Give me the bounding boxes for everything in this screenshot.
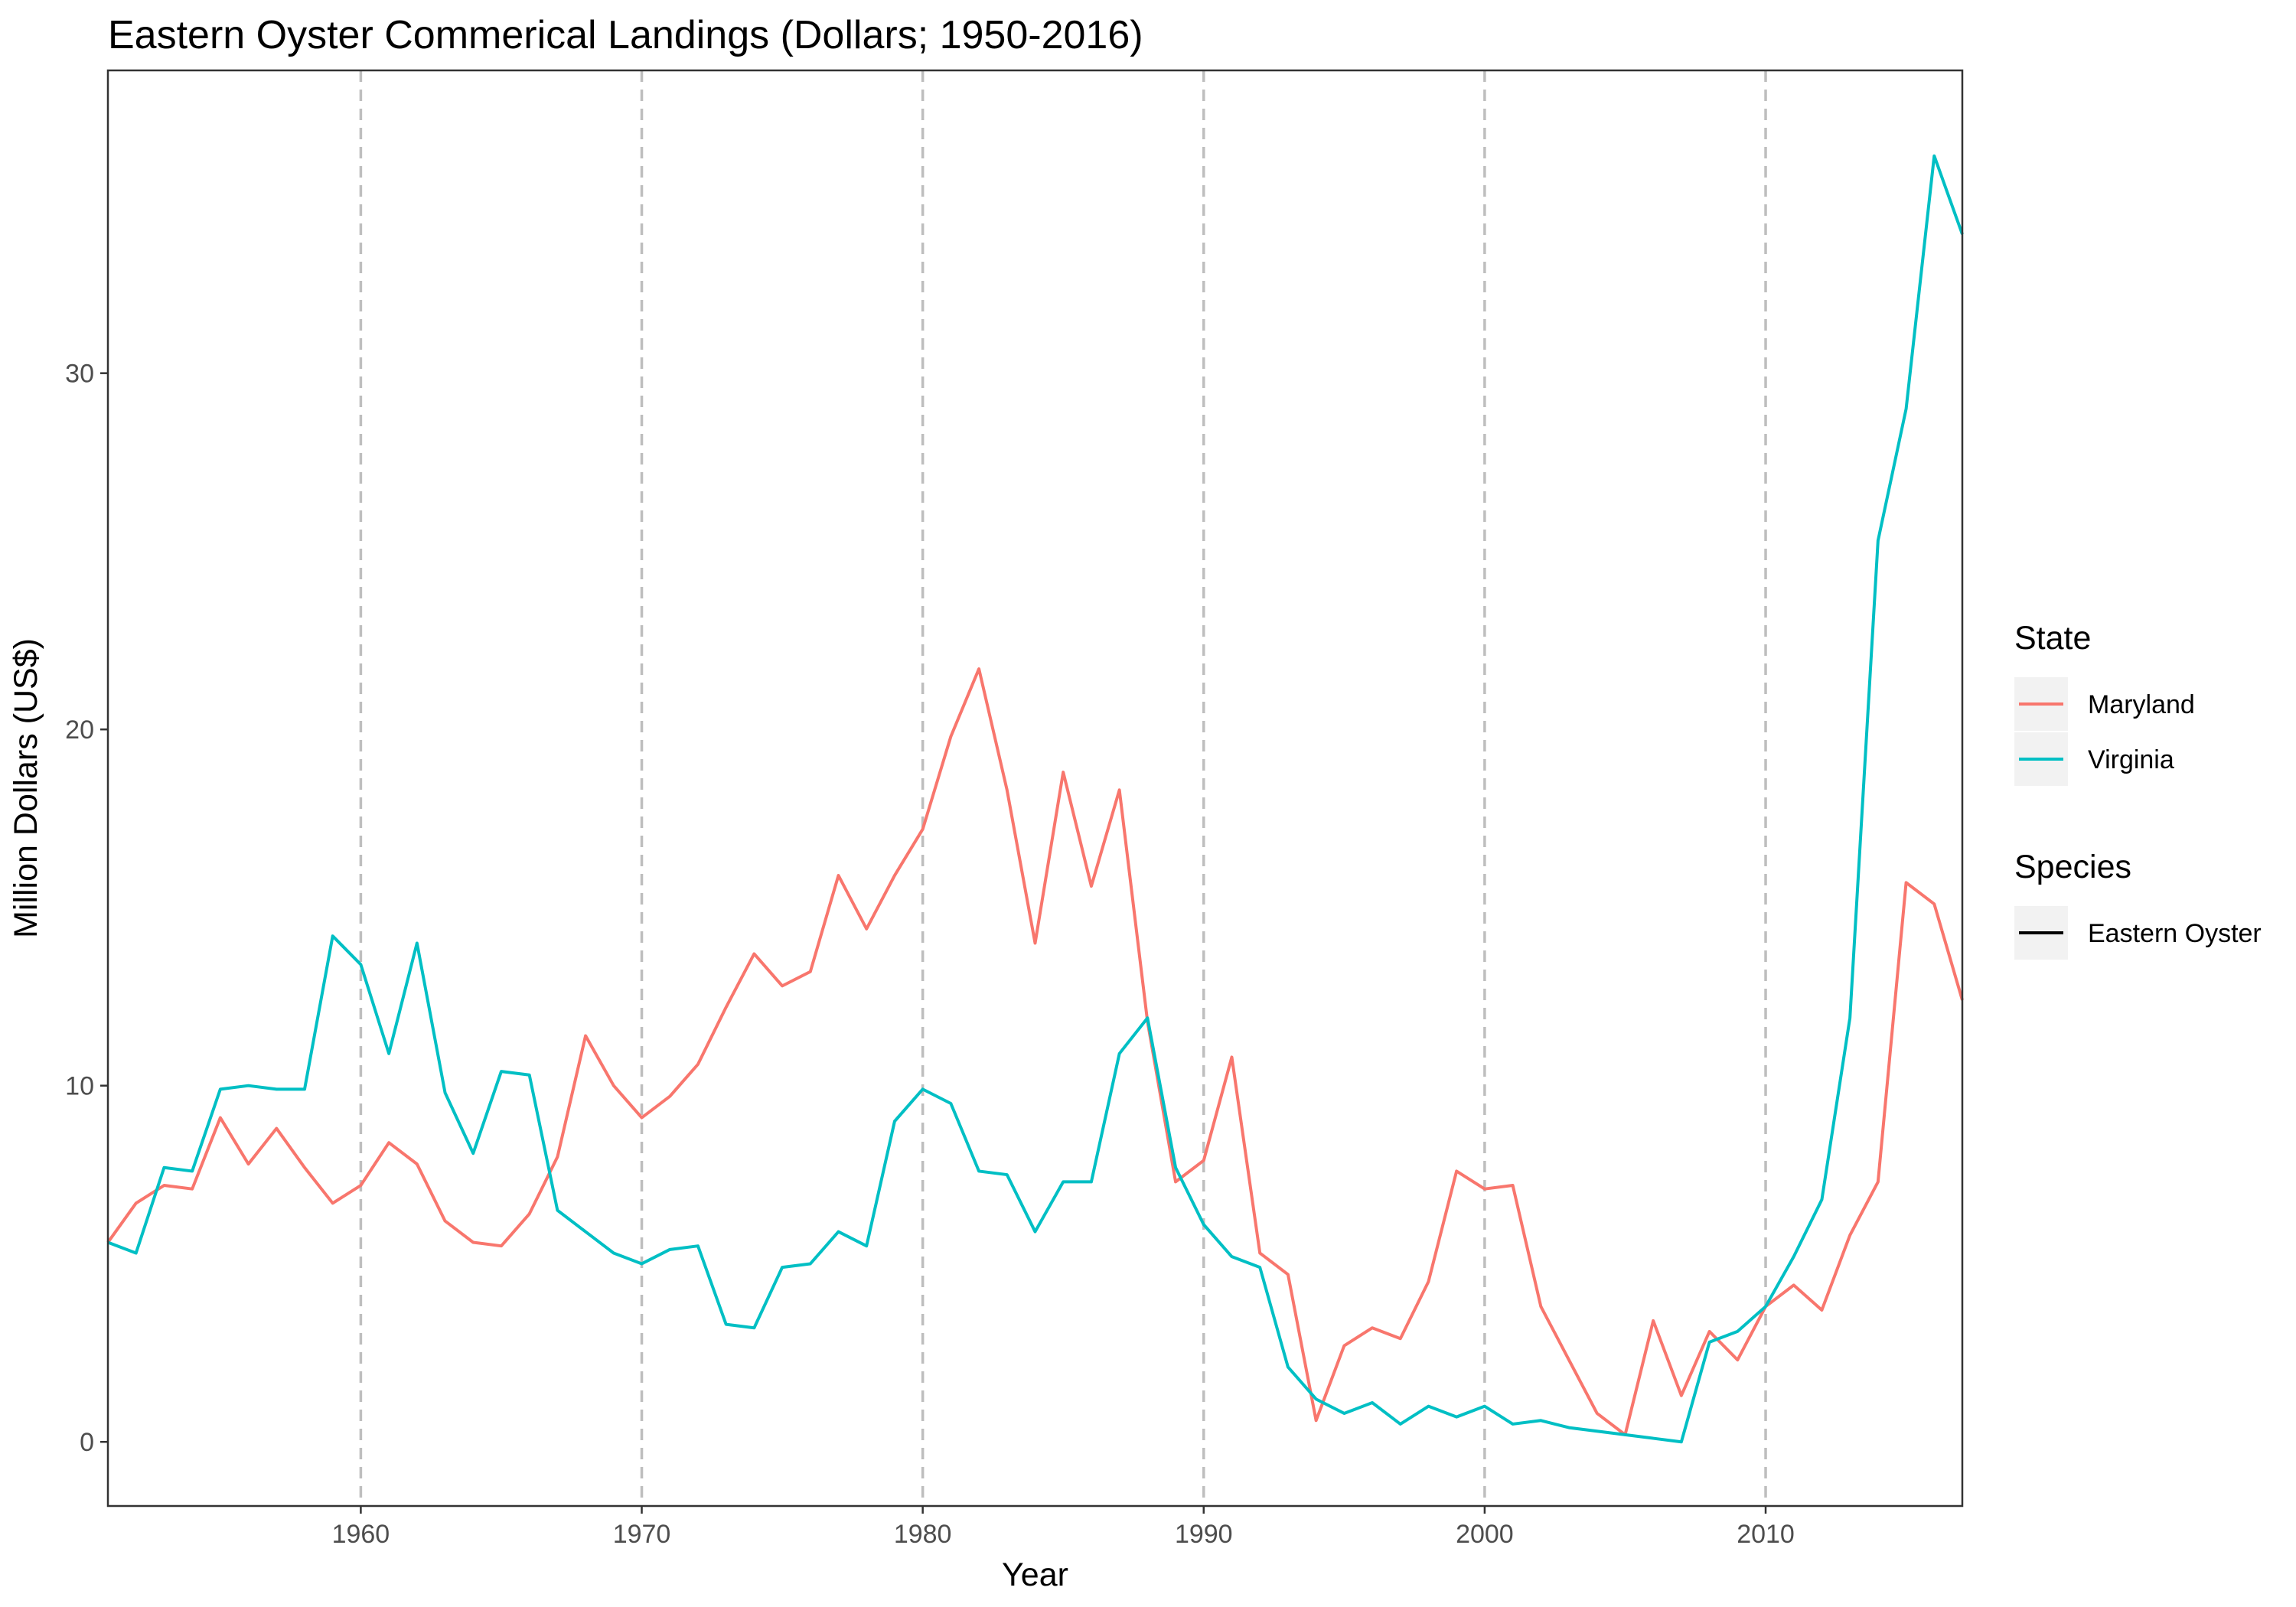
- y-tick-label-10: 10: [65, 1072, 94, 1101]
- y-tick-label-20: 20: [65, 715, 94, 745]
- legend-label-eastern-oyster: Eastern Oyster: [2088, 919, 2262, 948]
- x-tick-label-1980: 1980: [894, 1520, 952, 1549]
- y-tick-label-30: 30: [65, 360, 94, 389]
- series-maryland: [106, 667, 1964, 1436]
- legend-title-species: Species: [2014, 849, 2131, 885]
- x-tick-label-1970: 1970: [613, 1520, 671, 1549]
- x-axis: 1960 1970 1980 1990 2000 2010: [332, 1506, 1795, 1549]
- x-gridlines: [359, 70, 1767, 1506]
- legend: State Maryland Virginia Species Eastern Oyst…: [2014, 620, 2262, 960]
- y-axis: 0 10 20 30: [65, 360, 108, 1457]
- series-layer: [106, 154, 1964, 1444]
- x-tick-label-1960: 1960: [332, 1520, 390, 1549]
- x-tick-label-2010: 2010: [1737, 1520, 1795, 1549]
- chart-title: Eastern Oyster Commerical Landings (Doll…: [108, 13, 1143, 57]
- legend-label-virginia: Virginia: [2088, 745, 2174, 774]
- y-tick-label-0: 0: [80, 1428, 94, 1457]
- series-line-maryland: [106, 667, 1964, 1436]
- series-line-virginia: [107, 154, 1964, 1444]
- legend-label-maryland: Maryland: [2088, 690, 2195, 719]
- x-tick-label-2000: 2000: [1456, 1520, 1514, 1549]
- x-tick-label-1990: 1990: [1175, 1520, 1233, 1549]
- x-axis-title: Year: [1002, 1556, 1068, 1593]
- plot-panel-border: [106, 69, 1964, 1508]
- legend-species: Species Eastern Oyster: [2014, 849, 2262, 960]
- series-virginia: [107, 154, 1964, 1444]
- legend-title-state: State: [2014, 620, 2091, 657]
- legend-state: State Maryland Virginia: [2014, 620, 2195, 786]
- y-axis-title: Million Dollars (US$): [8, 638, 44, 938]
